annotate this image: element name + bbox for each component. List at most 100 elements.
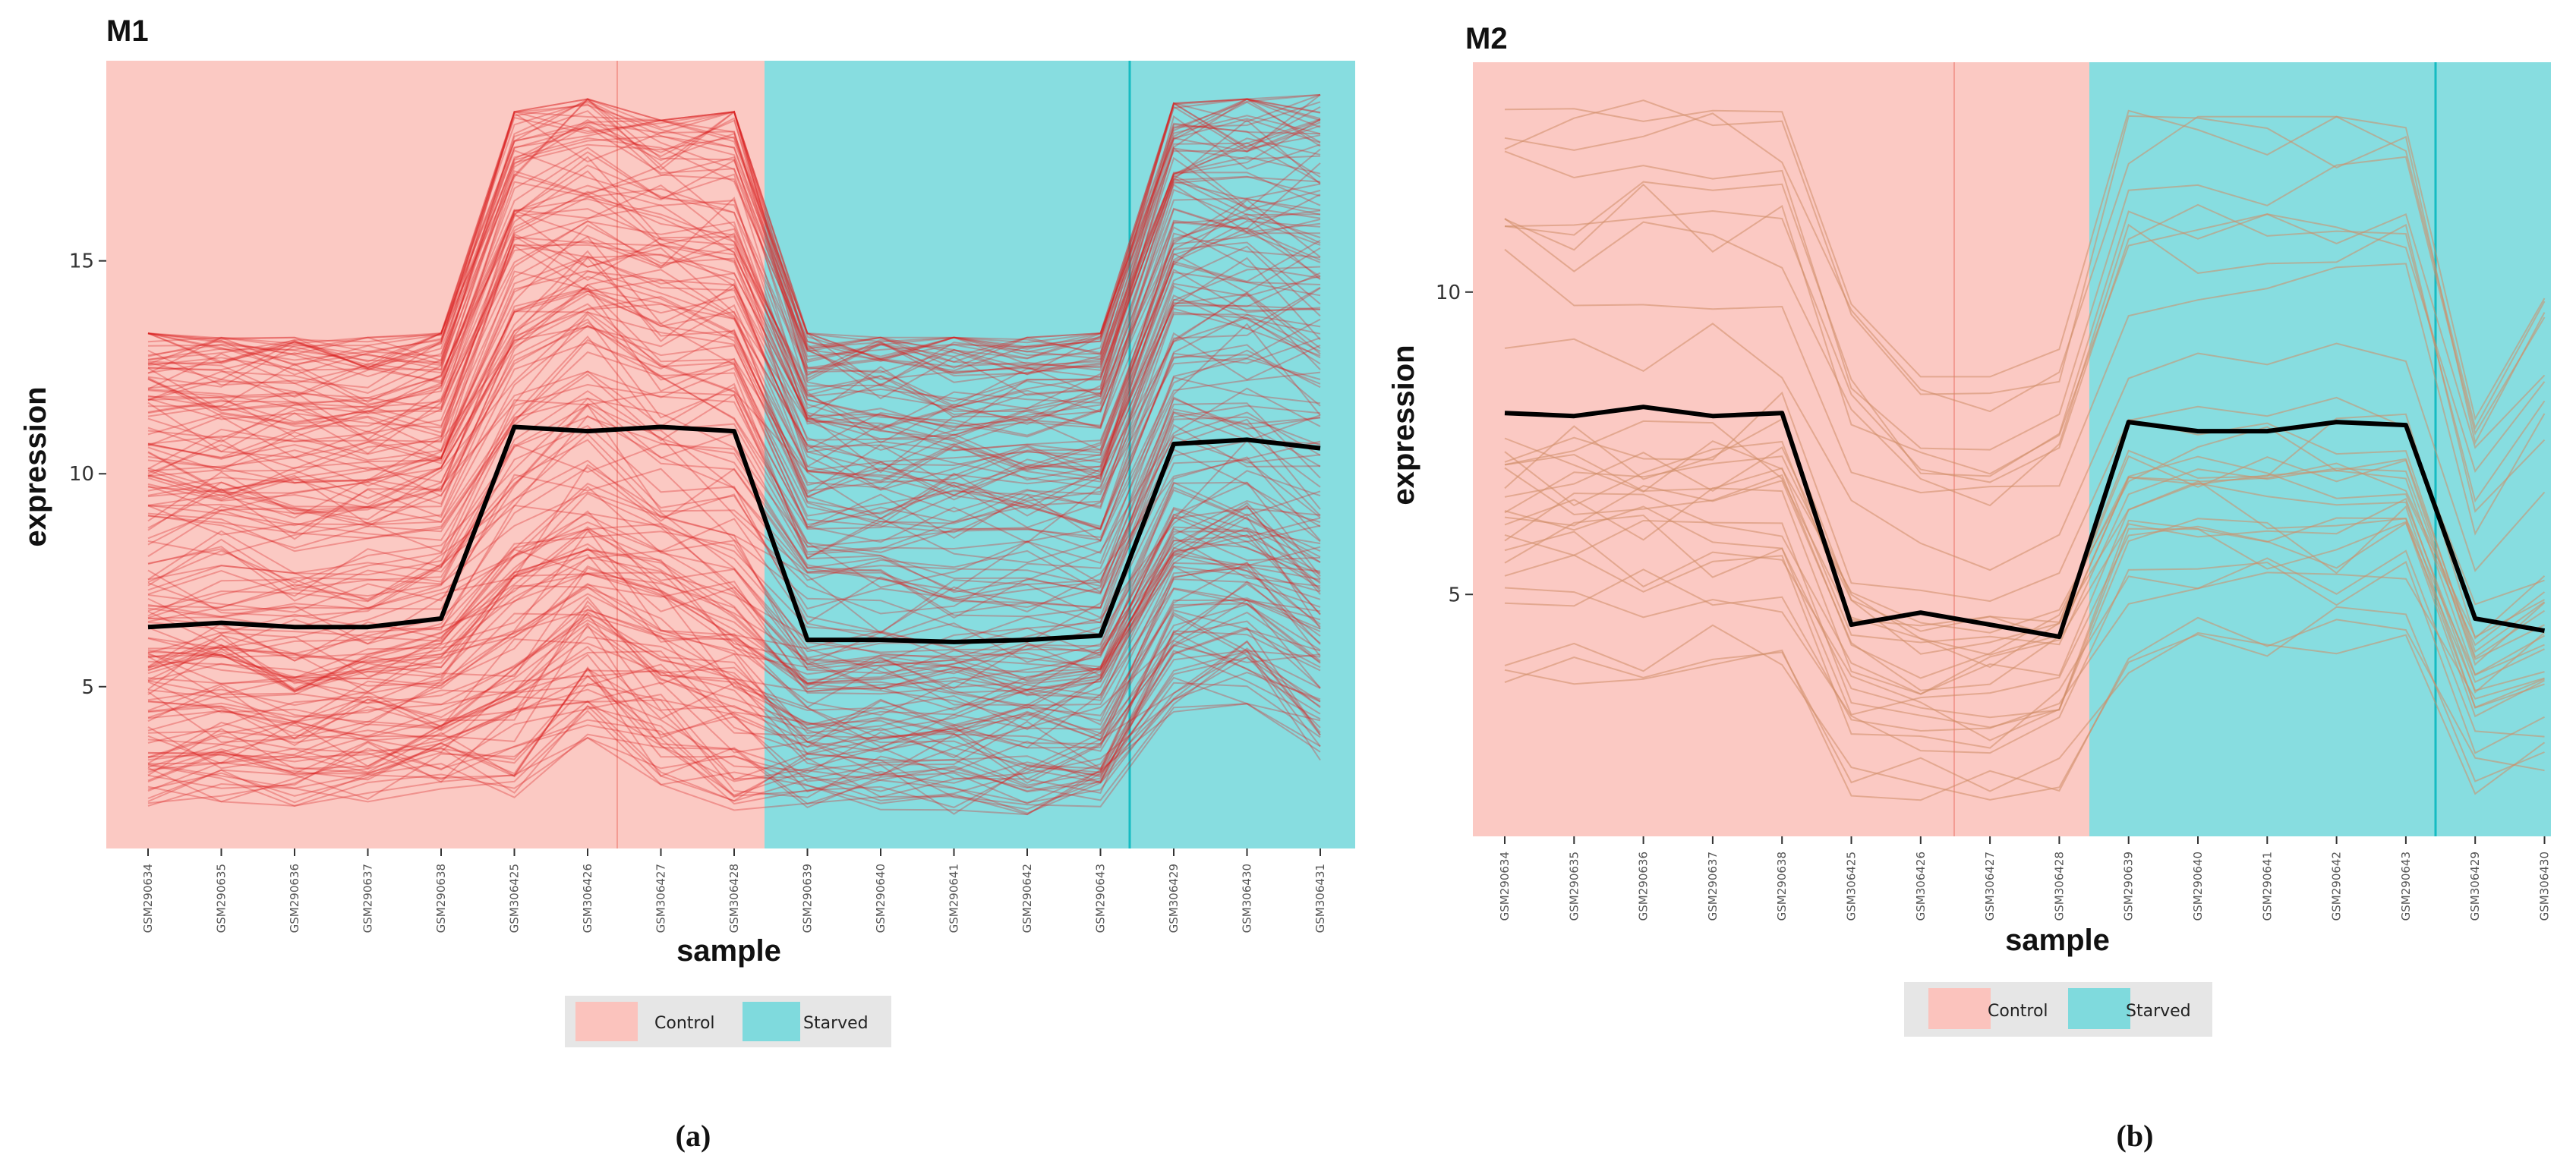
m1-gene-line — [147, 644, 1321, 784]
m1-gene-line — [147, 626, 1321, 798]
m1-gene-line — [147, 500, 1321, 691]
m2-control-region — [1473, 62, 2089, 836]
m1-gene-line — [147, 98, 1321, 377]
m1-y-axis-title: expression — [19, 386, 52, 546]
m2-gene-line — [1504, 417, 2546, 659]
m1-gene-line — [147, 640, 1321, 804]
m1-gene-line — [147, 165, 1321, 416]
m1-gene-line — [147, 208, 1321, 452]
m1-gene-line — [147, 492, 1321, 675]
panel-m2: M2 510 GSM290634 GSM290635 GSM290636 GSM290… — [1387, 22, 2552, 1153]
m1-legend-key-control — [575, 1002, 638, 1041]
m1-gene-line — [147, 190, 1321, 434]
m2-gene-line — [1504, 181, 2546, 477]
m2-gene-line — [1504, 482, 2545, 695]
m2-gene-line — [1504, 519, 2545, 729]
m1-gene-line — [147, 180, 1321, 432]
m1-gene-line — [147, 423, 1321, 625]
m1-gene-line — [147, 288, 1321, 534]
m1-gene-line — [147, 162, 1321, 438]
m1-gene-line — [147, 99, 1321, 371]
m1-gene-line — [147, 103, 1321, 369]
m1-gene-line — [147, 527, 1321, 693]
m1-gene-line — [147, 396, 1321, 618]
m1-xtick-label: GSM306427 — [654, 864, 668, 933]
m1-gene-line — [147, 703, 1321, 811]
m2-xtick-label: GSM290641 — [2260, 852, 2274, 921]
m1-gene-line — [147, 650, 1321, 793]
m1-xtick-label: GSM290636 — [288, 864, 301, 933]
m1-gene-line — [147, 549, 1321, 697]
m1-gene-line — [147, 641, 1321, 815]
m1-xtick-label: GSM290640 — [874, 864, 888, 933]
m1-xtick-label: GSM306428 — [727, 864, 741, 933]
m1-gene-line — [147, 104, 1321, 380]
m1-xtick-label: GSM306429 — [1167, 864, 1181, 933]
m1-gene-line — [147, 245, 1321, 491]
m1-gene-line — [147, 290, 1321, 522]
m1-gene-line — [147, 583, 1321, 752]
m2-xtick-label: GSM290637 — [1706, 852, 1720, 921]
m1-gene-line — [147, 562, 1321, 749]
m1-gene-line — [147, 98, 1321, 363]
m1-gene-line — [147, 436, 1321, 634]
m1-gene-line — [147, 515, 1321, 716]
m1-gene-line — [147, 599, 1321, 770]
m1-gene-line — [147, 540, 1321, 729]
m1-gene-line — [147, 232, 1321, 487]
m1-gene-line — [147, 98, 1321, 371]
m1-gene-line — [147, 213, 1321, 458]
m2-legend-key-control — [1928, 988, 1991, 1029]
m1-gene-line — [147, 183, 1321, 439]
m1-ytick-label: 5 — [81, 676, 94, 699]
m1-gene-line — [147, 208, 1321, 451]
m1-gene-line — [147, 98, 1321, 369]
m1-gene-line — [147, 630, 1321, 795]
m1-xtick-label: GSM290639 — [801, 864, 815, 933]
m1-gene-line — [147, 313, 1321, 542]
m1-gene-line — [147, 115, 1321, 400]
m1-gene-line — [147, 266, 1321, 505]
m1-xtick-label: GSM290634 — [141, 864, 155, 933]
m1-gene-line — [147, 286, 1321, 508]
m1-xtick-label: GSM306426 — [581, 864, 594, 933]
m1-gene-line — [147, 562, 1321, 741]
m2-y-axis: 5 10 — [1436, 282, 1473, 606]
m2-y-axis-title: expression — [1387, 345, 1420, 505]
m2-gene-line — [1504, 606, 2545, 801]
m2-gene-line — [1504, 440, 2545, 676]
m2-xtick-label: GSM290639 — [2122, 852, 2136, 921]
m2-gene-line — [1504, 150, 2546, 451]
m1-gene-line — [147, 416, 1321, 619]
m1-gene-line — [147, 596, 1321, 755]
m1-gene-line — [147, 189, 1321, 455]
m1-gene-line — [147, 118, 1321, 398]
m2-gene-line — [1504, 203, 2546, 503]
m1-gene-line — [147, 257, 1321, 510]
m1-gene-line — [147, 197, 1321, 444]
m1-gene-line — [147, 239, 1321, 494]
m1-xtick-label: GSM306431 — [1313, 864, 1327, 933]
m2-gene-line — [1504, 505, 2545, 741]
m1-gene-line — [147, 371, 1321, 564]
m1-gene-line — [147, 287, 1321, 521]
m2-gene-line — [1504, 248, 2546, 536]
m1-x-axis: GSM290634 GSM290635 GSM290636 GSM290637 GSM2… — [141, 848, 1327, 933]
m2-xtick-label: GSM290638 — [1775, 852, 1789, 921]
m1-y-axis: 5 10 15 — [69, 250, 106, 699]
m2-title: M2 — [1465, 22, 1508, 55]
m1-gene-line — [147, 177, 1321, 431]
m2-gene-line — [1504, 112, 2546, 430]
m2-gene-line — [1504, 426, 2546, 653]
m1-legend-label-control: Control — [654, 1014, 715, 1033]
m1-gene-line — [147, 313, 1321, 544]
m1-gene-line — [147, 397, 1321, 597]
m1-gene-line — [147, 232, 1321, 486]
m1-gene-line — [147, 656, 1321, 798]
m1-gene-line — [147, 639, 1321, 805]
m1-gene-line — [147, 275, 1321, 520]
m1-xtick-label: GSM290637 — [361, 864, 375, 933]
m1-gene-line — [147, 565, 1321, 707]
m1-gene-line — [147, 530, 1321, 690]
